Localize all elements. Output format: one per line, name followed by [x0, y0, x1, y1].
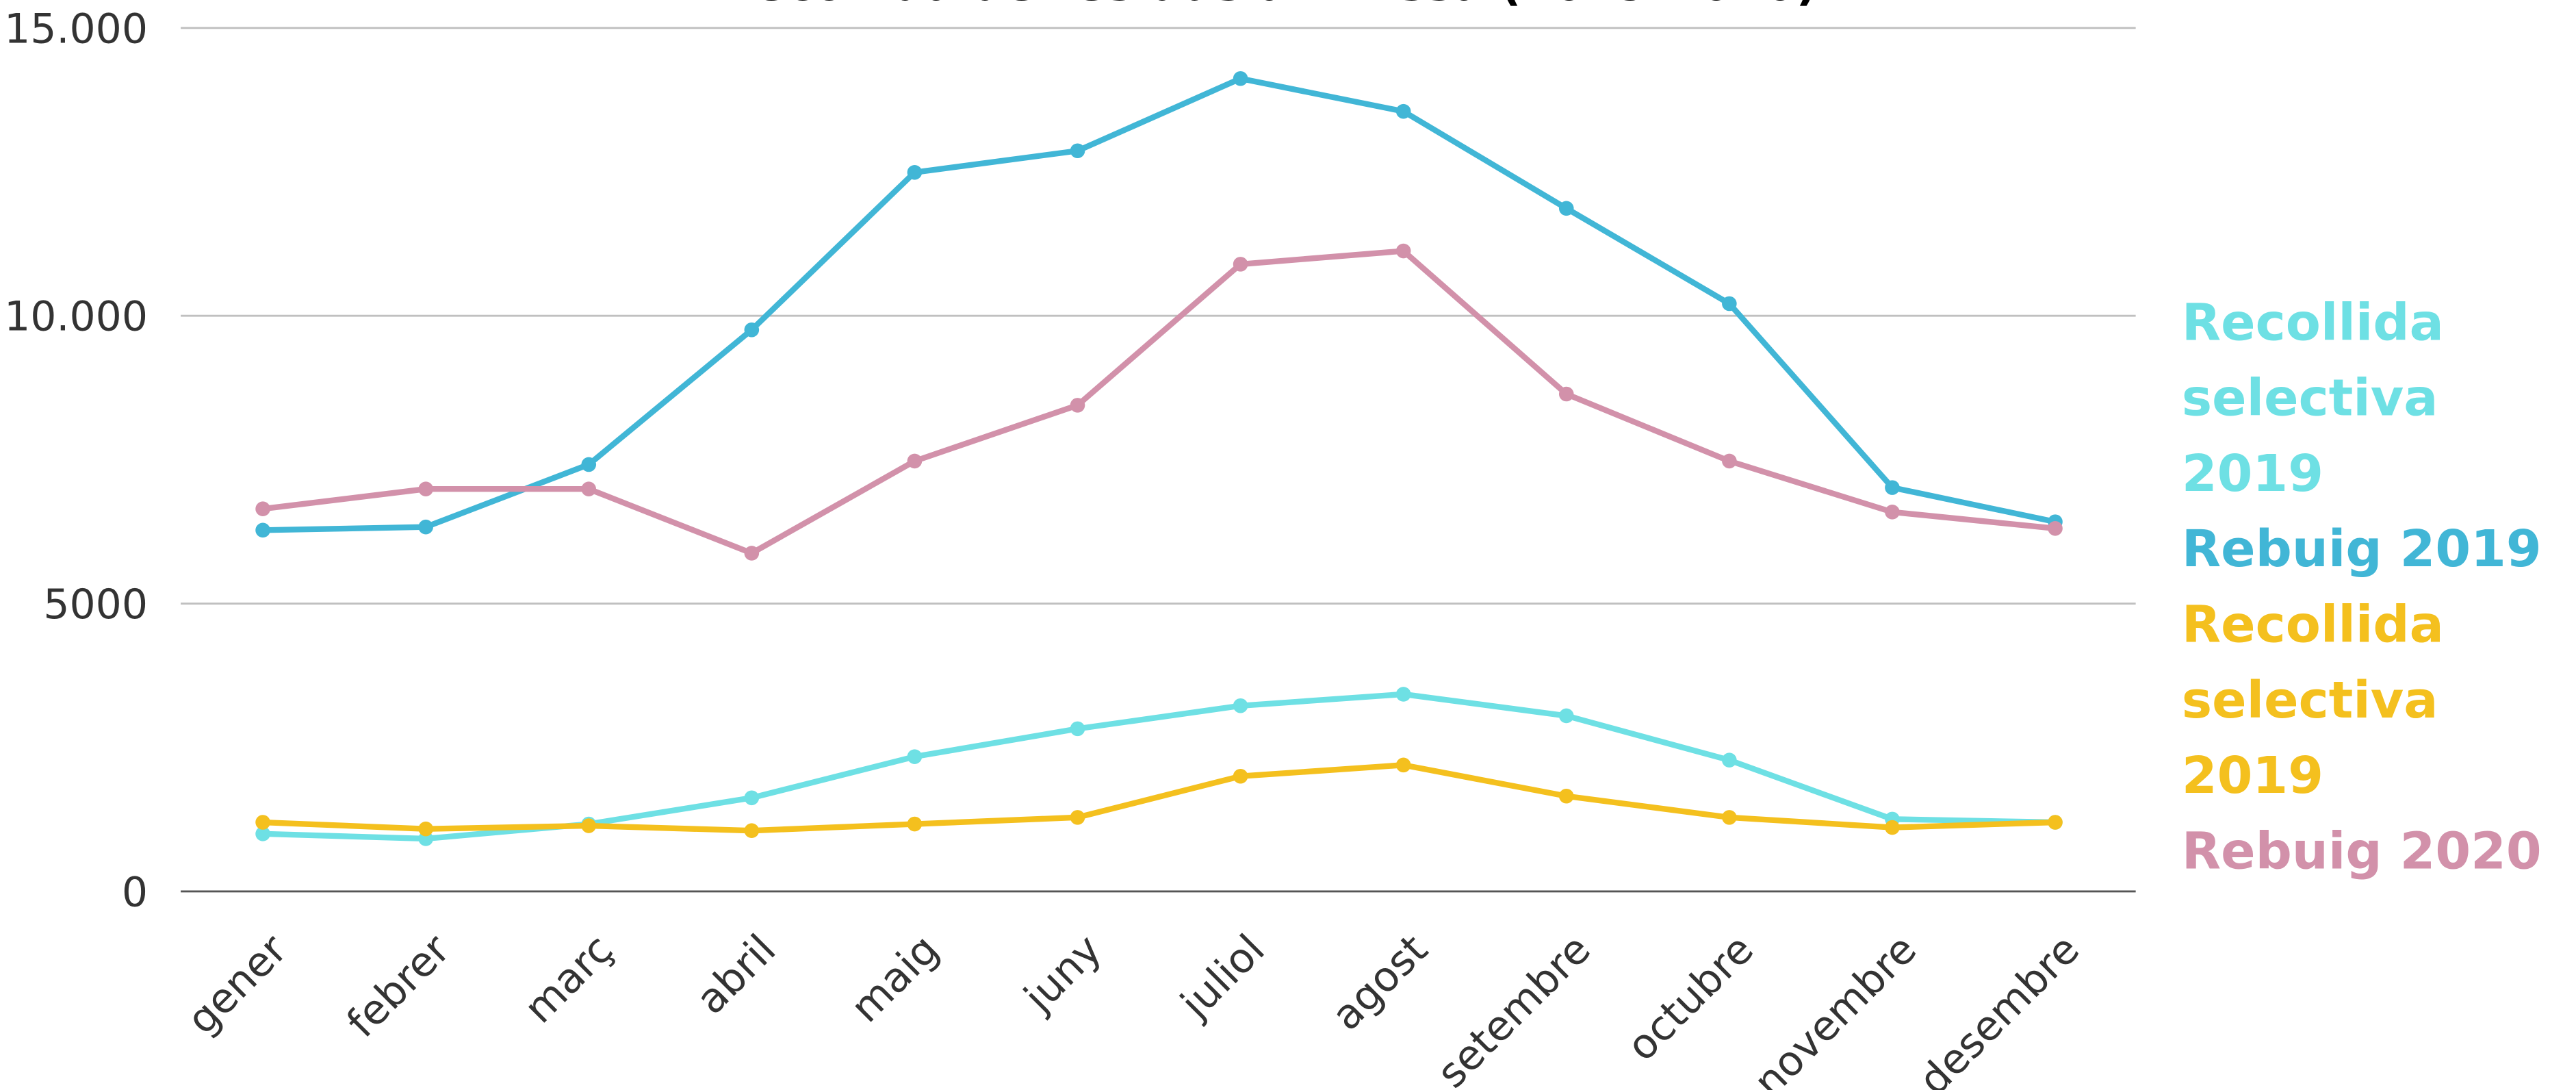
x-tick-label: juliol [1171, 926, 1274, 1029]
point [1070, 721, 1085, 737]
point [1233, 768, 1248, 784]
point [744, 322, 760, 338]
y-tick-label: 5000 [43, 581, 148, 629]
point [907, 453, 923, 469]
point [1395, 757, 1411, 773]
legend-entry: Rebuig 2019 [2181, 520, 2542, 580]
x-tick-label: desembre [1909, 926, 2089, 1090]
x-tick-label: setembre [1428, 926, 1599, 1090]
point [1722, 296, 1737, 312]
point [744, 790, 760, 806]
point [1885, 820, 1900, 835]
point [1885, 480, 1900, 495]
legend-entry: Recollida selectiva 2019 [2181, 596, 2444, 807]
point [1722, 810, 1737, 825]
point [581, 457, 597, 472]
point [1395, 687, 1411, 702]
line [262, 248, 2056, 557]
y-tick-label: 10.000 [4, 293, 148, 341]
point [907, 749, 923, 764]
legend-entry: Recollida selectiva 2019 [2181, 294, 2444, 505]
point [1558, 788, 1574, 804]
point [1070, 143, 1085, 159]
x-tick-label: març [515, 926, 623, 1033]
point [1558, 386, 1574, 402]
point [1233, 698, 1248, 713]
legend-entry: Rebuig 2020 [2181, 822, 2542, 882]
point [907, 816, 923, 832]
point [1233, 257, 1248, 272]
point [1070, 810, 1085, 825]
point [1558, 708, 1574, 724]
y-tick-label: 0 [122, 869, 148, 917]
point [1070, 398, 1085, 413]
point [1395, 243, 1411, 259]
point [581, 481, 597, 496]
point [418, 821, 433, 837]
line [262, 75, 2056, 533]
point [418, 481, 433, 496]
point [418, 519, 433, 535]
point [1885, 505, 1900, 520]
x-tick-label: agost [1323, 926, 1437, 1040]
point [2048, 815, 2063, 830]
point [1722, 752, 1737, 768]
x-tick-label: gener [178, 926, 296, 1044]
line [262, 762, 2056, 834]
x-tick-label: maig [842, 926, 949, 1032]
y-tick-label: 15.000 [4, 5, 148, 53]
x-tick-label: juny [1014, 926, 1111, 1022]
point [907, 165, 923, 180]
point [255, 826, 270, 841]
point [255, 815, 270, 830]
point [1395, 103, 1411, 119]
point [1233, 71, 1248, 86]
point [1722, 453, 1737, 469]
x-tick-label: abril [687, 926, 785, 1024]
point [255, 522, 270, 538]
point [2048, 521, 2063, 536]
point [744, 823, 760, 838]
x-tick-label: octubre [1618, 926, 1763, 1071]
x-tick-label: febrer [338, 926, 460, 1048]
x-tick-label: novembre [1744, 926, 1925, 1090]
line [262, 691, 2056, 842]
point [744, 546, 760, 561]
chart-title: Recollida de residus a Eivissa (2019-202… [719, 0, 1817, 11]
point [581, 818, 597, 833]
point [1558, 201, 1574, 216]
legend: Recollida selectiva 2019 Rebuig 2019 Recol… [2182, 286, 2576, 889]
point [255, 501, 270, 517]
